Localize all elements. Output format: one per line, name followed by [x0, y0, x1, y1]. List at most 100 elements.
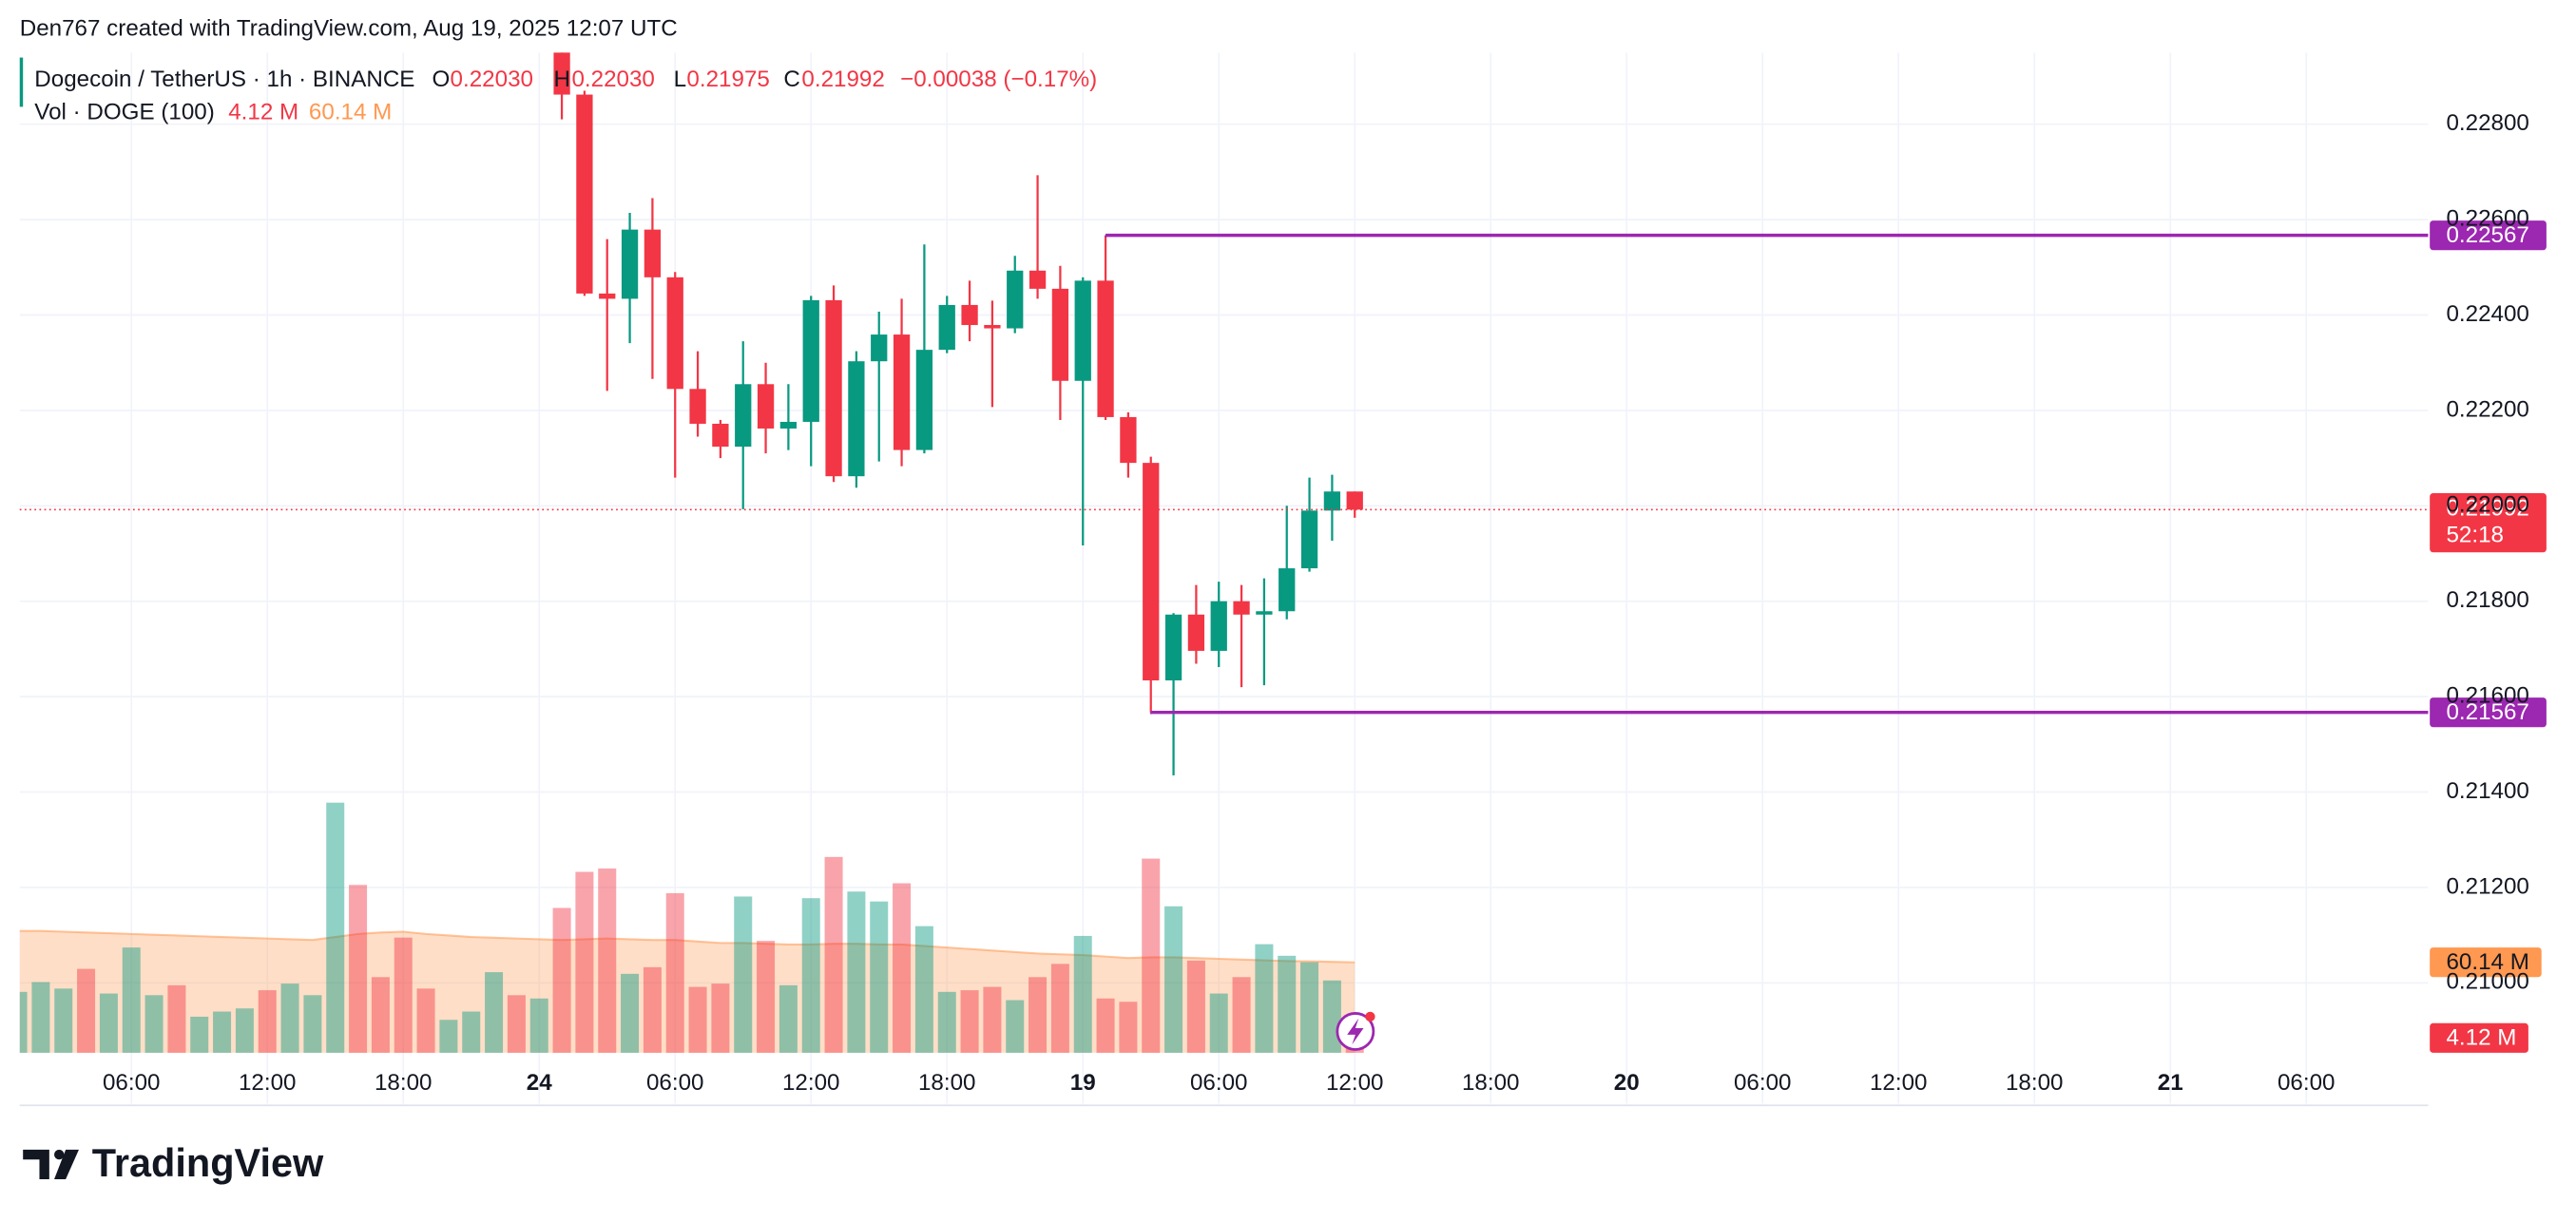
- volume-bar: [598, 869, 617, 1053]
- volume-bar: [1186, 960, 1205, 1053]
- volume-ma-area: [19, 930, 1355, 1053]
- x-tick-label: 18:00: [918, 1070, 976, 1096]
- y-tick-label: 0.21800: [2446, 587, 2528, 613]
- candle-body: [1143, 463, 1160, 681]
- candle-body: [802, 299, 819, 422]
- legend-change: −0.00038 (−0.17%): [900, 67, 1097, 92]
- volume-value-box: [2430, 1022, 2528, 1053]
- volume-ma: 60.14 M: [309, 100, 392, 125]
- x-tick-label: 06:00: [2278, 1070, 2336, 1096]
- x-tick-label: 12:00: [1870, 1070, 1928, 1096]
- candle-body: [984, 325, 1001, 329]
- level-label: 0.22567: [2446, 222, 2528, 248]
- candle-body: [848, 361, 865, 477]
- volume-bar: [757, 941, 776, 1053]
- legend-c: 0.21992: [801, 67, 884, 92]
- legend-marker: [19, 57, 24, 107]
- y-tick-label: 0.22400: [2446, 301, 2528, 327]
- candle-body: [1256, 611, 1273, 615]
- legend-c-label: C: [783, 67, 799, 92]
- level-label-box: [2430, 697, 2547, 728]
- volume-bar: [1232, 977, 1251, 1053]
- x-tick-label: 06:00: [1734, 1070, 1792, 1096]
- volume-bar: [258, 990, 277, 1053]
- x-tick-label: 20: [1614, 1070, 1640, 1096]
- volume-bar: [1096, 998, 1115, 1053]
- candle-body: [1187, 614, 1205, 651]
- volume-bar: [439, 1020, 458, 1053]
- y-tick-label: 0.22600: [2446, 205, 2528, 231]
- volume-bar: [1073, 935, 1092, 1053]
- y-tick-label: 0.21200: [2446, 873, 2528, 899]
- x-tick-label: 18:00: [1462, 1070, 1520, 1096]
- volume-bar: [1322, 980, 1341, 1053]
- x-tick-label: 06:00: [646, 1070, 704, 1096]
- candle-body: [1346, 491, 1363, 510]
- symbol: Dogecoin / TetherUS · 1h · BINANCE: [34, 67, 414, 92]
- legend-o-label: O: [433, 67, 451, 92]
- volume-bar: [1164, 906, 1183, 1053]
- volume-bar: [122, 947, 141, 1053]
- volume-bar: [1278, 955, 1297, 1053]
- volume-ma-axis-label: 60.14 M: [2446, 949, 2528, 975]
- grid: [19, 52, 2429, 1104]
- x-tick-label: 06:00: [103, 1070, 161, 1096]
- volume-bar: [779, 984, 798, 1053]
- volume-bar: [552, 907, 571, 1053]
- candle-body: [1120, 416, 1137, 464]
- candle-body: [553, 52, 570, 95]
- candle-body: [915, 350, 933, 450]
- candle-body: [1028, 270, 1047, 289]
- volume-bar: [1050, 964, 1069, 1053]
- volume-bar: [213, 1011, 232, 1053]
- level-label: 0.21567: [2446, 699, 2528, 725]
- volume-bar: [394, 937, 413, 1053]
- volume-bar: [77, 968, 96, 1053]
- logo: TradingView: [92, 1140, 324, 1185]
- replay-icon[interactable]: [1336, 1011, 1375, 1051]
- volume-bar: [529, 998, 548, 1053]
- volume-bar: [54, 988, 73, 1053]
- candle-body: [938, 304, 955, 351]
- candle-body: [644, 229, 662, 277]
- volume-bar: [371, 977, 390, 1053]
- volume-bar: [711, 983, 730, 1053]
- candle-body: [1097, 280, 1114, 417]
- volume-name: Vol · DOGE (100): [34, 100, 215, 125]
- candle-body: [712, 423, 729, 448]
- candle-body: [666, 277, 683, 390]
- last-price-box: [2430, 493, 2547, 553]
- volume-bar: [801, 898, 820, 1053]
- candle-body: [893, 334, 911, 450]
- volume-bar: [824, 856, 843, 1053]
- y-tick-label: 0.22800: [2446, 110, 2528, 136]
- candle-body: [1233, 601, 1250, 615]
- volume-bar: [914, 926, 933, 1053]
- candle-body: [1323, 491, 1341, 511]
- candle-body: [1074, 280, 1091, 381]
- credit: Den767 created with TradingView.com, Aug…: [20, 16, 678, 42]
- y-tick-label: 0.22000: [2446, 492, 2528, 518]
- volume-bar: [167, 984, 186, 1053]
- volume-bar: [665, 892, 684, 1053]
- candle-body: [961, 304, 978, 326]
- candle-body: [1278, 568, 1296, 612]
- volume-bar: [734, 896, 753, 1053]
- volume-bar: [31, 982, 50, 1053]
- volume-bar: [1300, 962, 1319, 1053]
- volume-bar: [643, 966, 662, 1053]
- legend-h: 0.22030: [571, 67, 654, 92]
- volume-bar: [1119, 1002, 1138, 1053]
- volume-bar: [1006, 1000, 1025, 1053]
- candle-body: [689, 389, 706, 424]
- level-label-box: [2430, 220, 2547, 251]
- volume-bar: [847, 891, 866, 1053]
- legend-l: 0.21975: [686, 67, 769, 92]
- volume-bar: [1209, 993, 1228, 1053]
- legend-h-label: H: [553, 67, 569, 92]
- volume-bar: [485, 972, 504, 1053]
- volume-bar: [1255, 944, 1274, 1053]
- x-tick-label: 24: [527, 1070, 552, 1096]
- volume-bar: [462, 1011, 481, 1053]
